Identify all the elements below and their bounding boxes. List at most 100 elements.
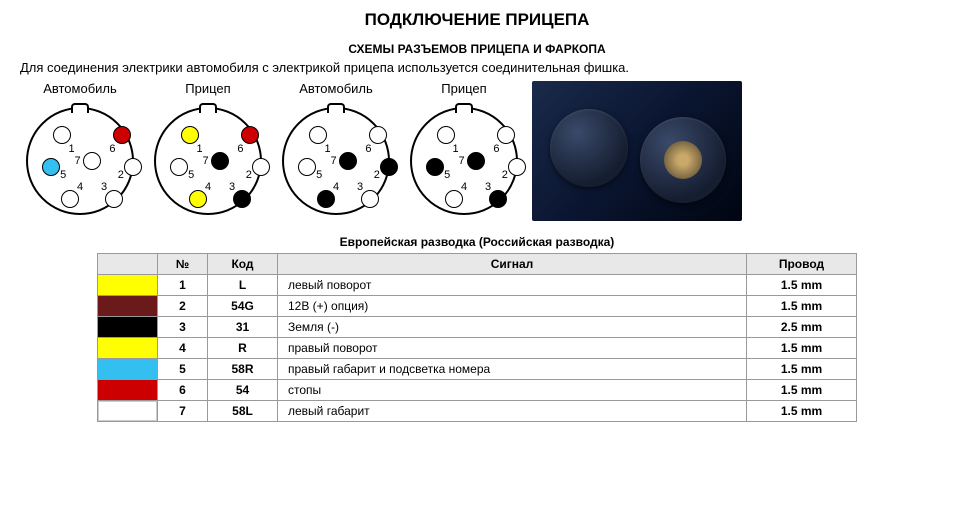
connector-label: Автомобиль [43,81,117,99]
code-cell: 54G [208,296,278,317]
pin-label: 3 [229,181,235,193]
pin-5 [42,158,60,176]
pin-label: 4 [461,181,467,193]
pin-3 [489,190,507,208]
pin-2 [124,158,142,176]
pin-5 [426,158,444,176]
connector-label: Прицеп [185,81,230,99]
wire-cell: 2.5 mm [747,317,857,338]
num-cell: 5 [158,359,208,380]
pin-label: 2 [374,169,380,181]
pin-label: 1 [69,143,75,155]
table-row: 654стопы1.5 mm [98,380,857,401]
connector-diagram: Прицеп1672534 [148,81,268,221]
connector-body: 1 6 7 2 5 3 4 [276,101,396,221]
pin-label: 5 [444,169,450,181]
connector-body: 1672534 [148,101,268,221]
intro-text: Для соединения электрики автомобиля с эл… [20,60,934,75]
num-cell: 7 [158,401,208,422]
color-swatch-cell [98,275,158,296]
pin-label: 3 [101,181,107,193]
color-swatch-cell [98,380,158,401]
table-title: Европейская разводка (Российская разводк… [20,235,934,249]
color-swatch-cell [98,338,158,359]
pin-3 [361,190,379,208]
pin-3 [105,190,123,208]
pin-2 [380,158,398,176]
connector-photo [532,81,742,221]
pin-1 [309,126,327,144]
table-row: 4Rправый поворот1.5 mm [98,338,857,359]
num-cell: 1 [158,275,208,296]
connector-diagram: Автомобиль 1 6 7 2 5 3 4 [276,81,396,221]
pin-label: 6 [109,143,115,155]
pin-label: 2 [502,169,508,181]
pin-label: 4 [205,181,211,193]
table-row: 1Lлевый поворот1.5 mm [98,275,857,296]
signal-cell: стопы [278,380,747,401]
pin-label: 1 [453,143,459,155]
th-wire: Провод [747,254,857,275]
pin-1 [437,126,455,144]
num-cell: 3 [158,317,208,338]
table-row: 558Rправый габарит и подсветка номера1.5… [98,359,857,380]
pin-label: 4 [333,181,339,193]
code-cell: R [208,338,278,359]
pin-label: 6 [237,143,243,155]
connector-label: Прицеп [441,81,486,99]
th-code: Код [208,254,278,275]
pin-6 [113,126,131,144]
pin-6 [241,126,259,144]
pin-label: 6 [365,143,371,155]
pin-label: 7 [459,155,465,167]
code-cell: L [208,275,278,296]
section-subtitle: СХЕМЫ РАЗЪЕМОВ ПРИЦЕПА И ФАРКОПА [20,42,934,56]
wire-cell: 1.5 mm [747,296,857,317]
pin-label: 2 [118,169,124,181]
signal-cell: 12B (+) опция) [278,296,747,317]
pin-label: 7 [203,155,209,167]
code-cell: 31 [208,317,278,338]
pin-3 [233,190,251,208]
pin-label: 1 [197,143,203,155]
wire-cell: 1.5 mm [747,275,857,296]
pin-7 [83,152,101,170]
signal-cell: правый габарит и подсветка номера [278,359,747,380]
signal-cell: левый поворот [278,275,747,296]
pin-5 [298,158,316,176]
pin-2 [252,158,270,176]
table-row: 758Lлевый габарит1.5 mm [98,401,857,422]
pin-6 [497,126,515,144]
pin-label: 7 [331,155,337,167]
num-cell: 2 [158,296,208,317]
pin-label: 6 [493,143,499,155]
pin-label: 1 [325,143,331,155]
color-swatch-cell [98,359,158,380]
th-num: № [158,254,208,275]
th-signal: Сигнал [278,254,747,275]
color-swatch-cell [98,296,158,317]
signal-cell: левый габарит [278,401,747,422]
table-row: 254G12B (+) опция)1.5 mm [98,296,857,317]
connector-label: Автомобиль [299,81,373,99]
num-cell: 4 [158,338,208,359]
color-swatch-cell [98,317,158,338]
page-title: ПОДКЛЮЧЕНИЕ ПРИЦЕПА [20,10,934,30]
wire-cell: 1.5 mm [747,380,857,401]
pin-6 [369,126,387,144]
code-cell: 58L [208,401,278,422]
diagrams-row: Автомобиль1672534Прицеп1672534Автомобиль… [20,81,934,221]
pin-label: 3 [485,181,491,193]
connector-body: 1672534 [20,101,140,221]
pin-label: 5 [188,169,194,181]
pin-label: 3 [357,181,363,193]
pin-7 [211,152,229,170]
pin-7 [467,152,485,170]
pin-2 [508,158,526,176]
pin-1 [53,126,71,144]
table-row: 331Земля (-)2.5 mm [98,317,857,338]
wiring-table: № Код Сигнал Провод 1Lлевый поворот1.5 m… [97,253,857,422]
pin-label: 7 [75,155,81,167]
pin-label: 5 [316,169,322,181]
wire-cell: 1.5 mm [747,338,857,359]
